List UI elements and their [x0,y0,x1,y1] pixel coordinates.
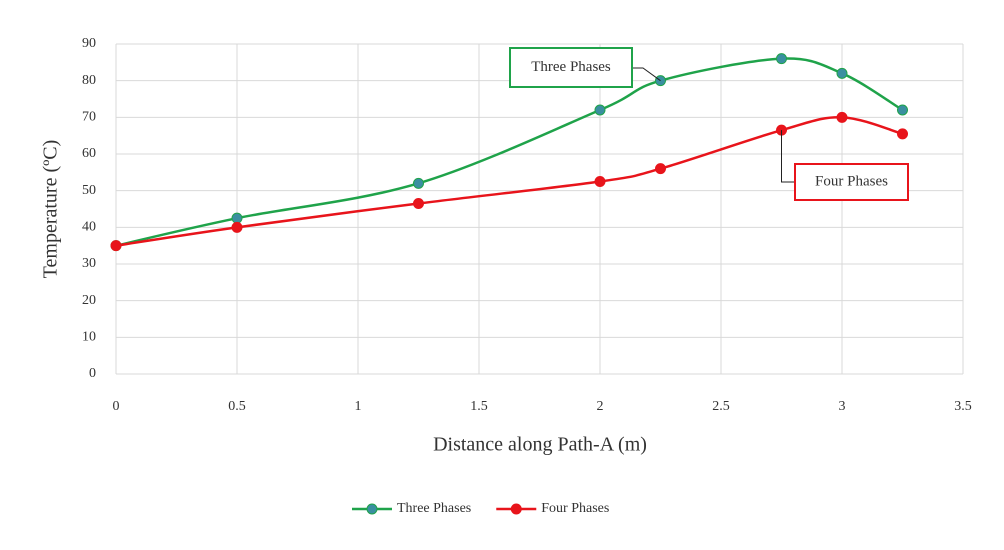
x-tick-label: 1 [355,399,362,414]
x-tick-label: 0.5 [228,399,246,414]
y-tick-label: 40 [82,220,96,235]
data-point [897,104,908,116]
data-point [110,240,122,252]
data-point [594,176,606,187]
data-point [836,111,848,123]
y-tick-label: 30 [82,256,96,271]
annotation-leader [781,130,795,183]
annotation-box [794,163,909,201]
x-axis-label: Distance along Path-A (m) [433,434,647,456]
data-point [836,67,848,79]
y-tick-label: 80 [82,73,96,88]
legend-marker [510,503,522,515]
data-point [413,177,424,189]
data-point [231,212,243,224]
data-point [413,198,424,209]
x-tick-label: 1.5 [470,399,488,414]
x-tick-label: 3.5 [954,399,972,414]
annotation-text: Four Phases [815,173,888,189]
data-point [897,128,908,140]
annotation-text: Three Phases [531,59,611,75]
x-tick-label: 2.5 [712,399,730,414]
y-tick-label: 70 [82,110,96,125]
legend-label: Three Phases [397,501,471,516]
x-tick-label: 2 [597,399,604,414]
y-tick-label: 90 [82,36,96,51]
annotation-leader [632,67,661,82]
y-tick-label: 20 [82,293,96,308]
x-tick-label: 3 [839,399,846,414]
y-tick-label: 0 [89,366,96,381]
y-tick-label: 50 [82,183,96,198]
data-point [594,104,606,116]
legend-label: Four Phases [541,501,609,516]
data-point [231,221,243,233]
y-tick-label: 10 [82,330,96,345]
data-point [776,53,787,65]
y-tick-label: 60 [82,146,96,161]
data-point [655,163,666,175]
legend-marker [366,503,378,515]
annotation-box [509,47,633,88]
x-tick-label: 0 [113,399,120,414]
y-axis-label: Temperature (ºC) [40,140,62,279]
